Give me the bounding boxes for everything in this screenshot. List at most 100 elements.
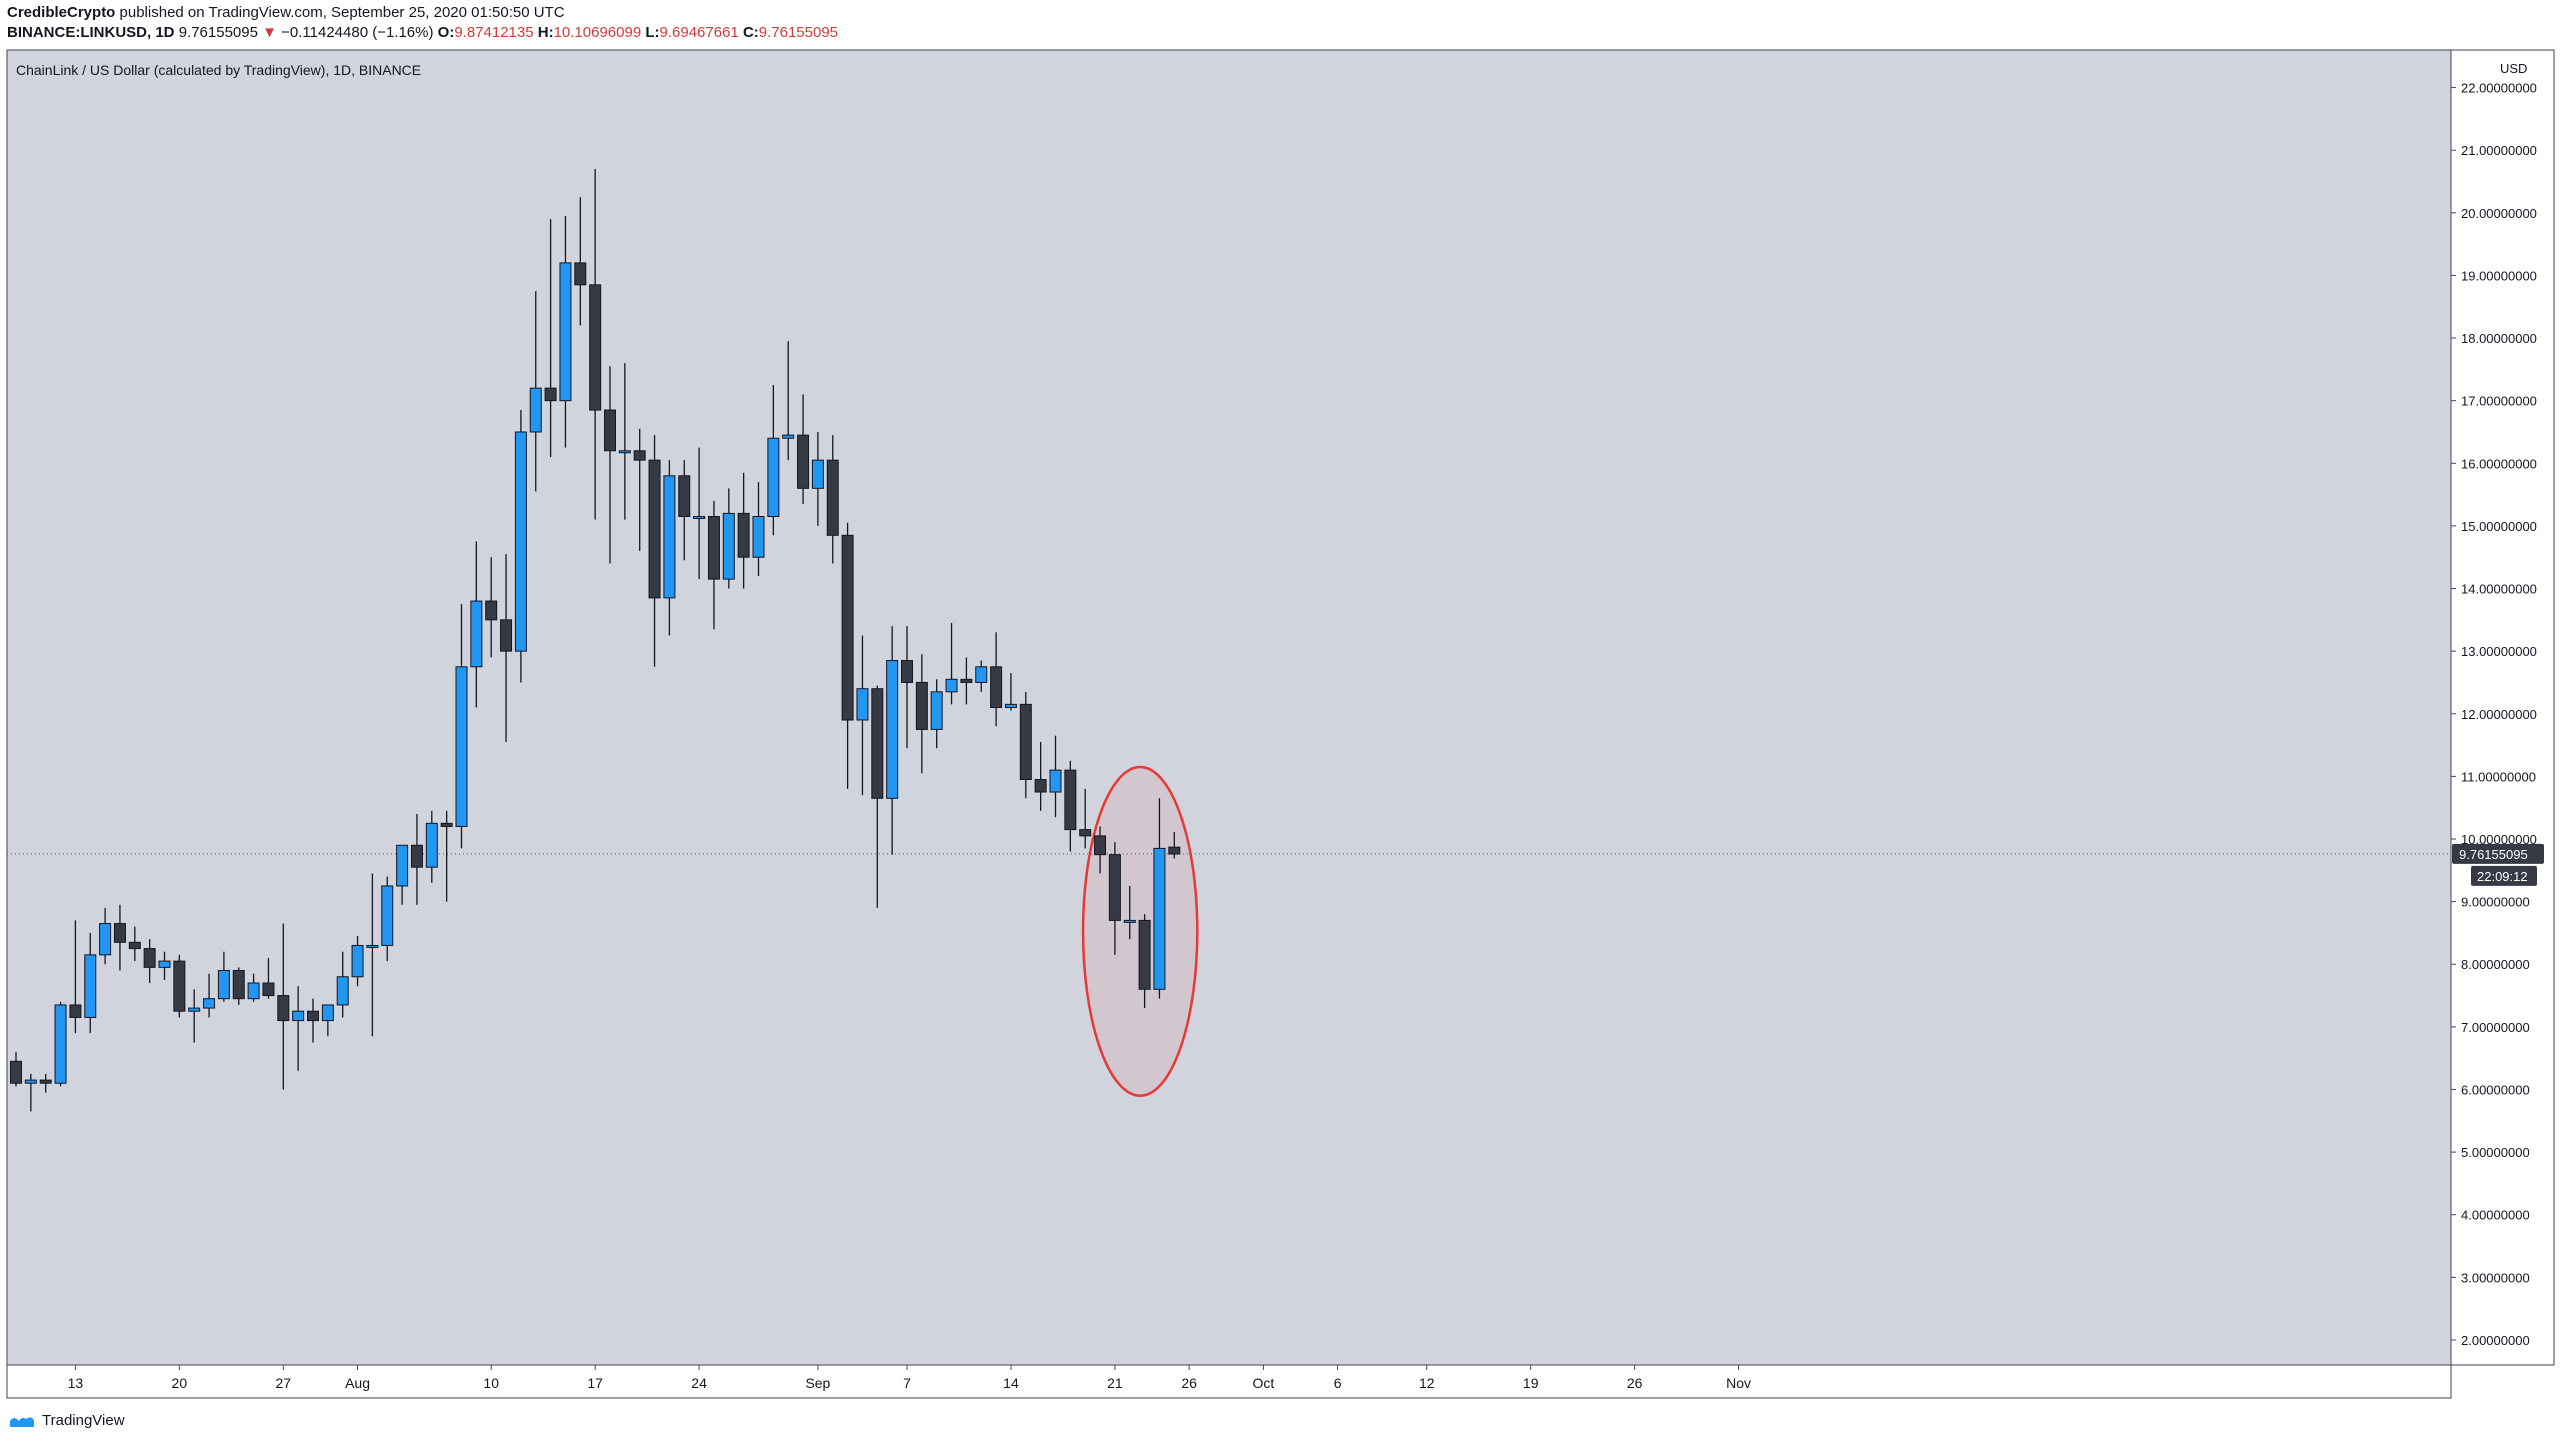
candle-body (678, 475, 691, 518)
countdown-tag (2471, 865, 2537, 886)
candle (470, 541, 483, 708)
candle (158, 951, 171, 980)
x-tick-label: Aug (345, 1375, 370, 1391)
candle (589, 168, 602, 520)
y-tick-label: 16.00000000 (2461, 456, 2537, 471)
candle (203, 973, 216, 1018)
candle-body (589, 284, 602, 411)
candle-body (485, 600, 498, 621)
candle (143, 939, 156, 984)
candle (707, 500, 720, 630)
open-value: 9.87412135 (454, 24, 534, 41)
chart-pane[interactable] (6, 49, 2452, 1366)
candle (232, 967, 245, 1005)
y-axis: 2.00000000 3.00000000 4.00000000 5.00000000… (2451, 81, 2537, 1348)
down-arrow-icon: ▼ (262, 24, 277, 41)
candle-body (975, 666, 988, 683)
candle (54, 1001, 67, 1087)
candles[interactable] (10, 168, 1181, 1112)
candle (69, 920, 82, 1034)
y-tick-label: 2.00000000 (2461, 1333, 2530, 1348)
candle (752, 482, 765, 576)
candle-body (841, 534, 854, 721)
candle-body (529, 387, 542, 433)
candle (633, 428, 646, 551)
candle-body (604, 409, 616, 452)
candle-body (1108, 854, 1121, 921)
tradingview-brand: TradingView (42, 1412, 125, 1429)
candle (722, 488, 735, 589)
countdown-tag-text: 22:09:12 (2477, 869, 2528, 884)
candle-body (693, 516, 706, 520)
candle (336, 951, 349, 1018)
candle-body (1123, 919, 1136, 923)
candle-body (811, 459, 824, 489)
candle-body (901, 660, 913, 683)
x-tick-label: 10 (483, 1375, 499, 1391)
tradingview-footer[interactable]: TradingView (8, 1412, 125, 1429)
candle (173, 954, 186, 1018)
candle (797, 394, 810, 504)
x-tick-label: 7 (903, 1375, 911, 1391)
candle (514, 410, 527, 683)
publish-text: published on TradingView.com, September … (119, 4, 565, 21)
candle (455, 604, 468, 849)
candle (693, 447, 706, 580)
candle-body (262, 982, 275, 997)
candle-body (945, 678, 958, 693)
y-tick-label: 7.00000000 (2461, 1020, 2530, 1035)
candle (945, 622, 958, 705)
candle-body (351, 944, 364, 978)
candle-body (336, 976, 349, 1006)
author-name[interactable]: CredibleCrypto (7, 4, 116, 21)
y-tick-label: 14.00000000 (2461, 582, 2537, 597)
candle (113, 904, 126, 971)
candle-body (915, 681, 928, 730)
candle (99, 907, 112, 965)
candle (440, 810, 453, 902)
y-tick-label: 19.00000000 (2461, 268, 2537, 283)
candle-body (321, 1004, 334, 1022)
candle (782, 341, 795, 461)
candle (307, 998, 319, 1043)
candle (1153, 798, 1166, 999)
candle-body (69, 1004, 82, 1018)
candle-body (84, 954, 97, 1018)
candle (663, 460, 676, 636)
chart-title: ChainLink / US Dollar (calculated by Tra… (16, 62, 421, 78)
candle (1138, 914, 1151, 1009)
close-label: C: (742, 24, 759, 41)
candle (886, 626, 899, 855)
candle-body (188, 1007, 201, 1012)
candle (366, 873, 379, 1037)
candle (292, 986, 305, 1071)
candle-body (1064, 769, 1077, 831)
y-tick-label: 22.00000000 (2461, 81, 2537, 96)
candle (1168, 832, 1181, 859)
candle (618, 363, 631, 520)
time-scale[interactable] (6, 1364, 2452, 1399)
candle (544, 219, 557, 458)
x-tick-label: 26 (1627, 1375, 1643, 1391)
candle (321, 1004, 334, 1037)
close-value: 9.76155095 (758, 24, 839, 41)
candle (574, 197, 587, 326)
candle (500, 554, 513, 742)
candle-body (24, 1079, 37, 1084)
price-scale[interactable] (2450, 49, 2555, 1366)
candle-body (173, 960, 186, 1012)
y-tick-label: 10.00000000 (2461, 832, 2537, 847)
high-label: H: (537, 24, 554, 41)
open-label: O: (437, 24, 455, 41)
y-tick-label: 4.00000000 (2461, 1208, 2530, 1223)
y-tick-label: 11.00000000 (2461, 769, 2536, 784)
candle (1123, 885, 1136, 940)
x-tick-label: 27 (276, 1375, 292, 1391)
candle (960, 657, 973, 705)
candle-body (10, 1060, 22, 1084)
candle (425, 810, 438, 883)
candle-body (366, 944, 379, 948)
y-tick-label: 5.00000000 (2461, 1145, 2530, 1160)
candle-body (618, 450, 631, 454)
